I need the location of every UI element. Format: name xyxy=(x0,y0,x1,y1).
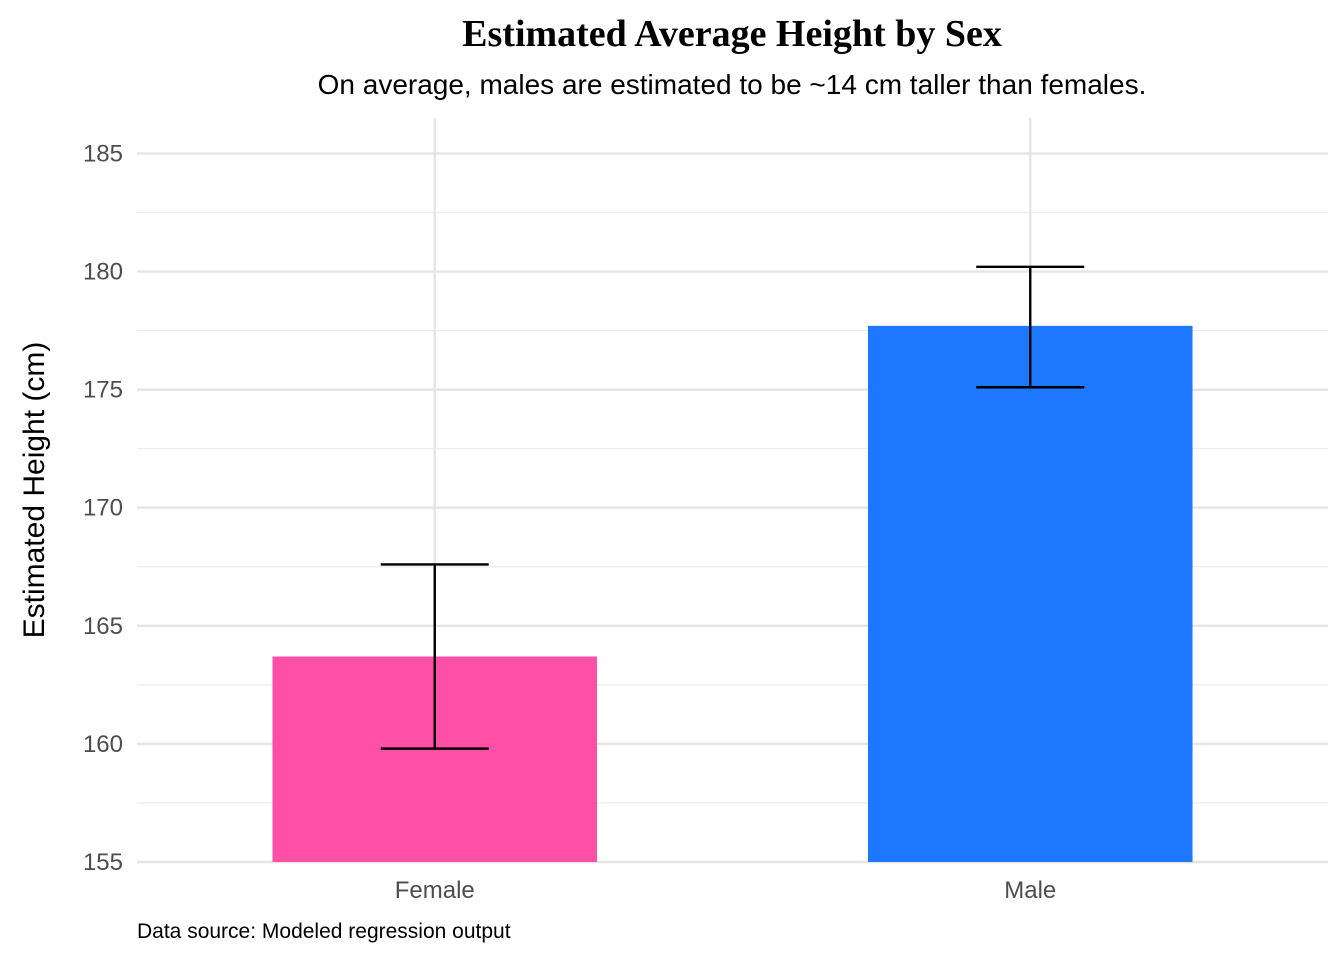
y-axis-label: Estimated Height (cm) xyxy=(18,342,51,639)
y-tick-label: 170 xyxy=(83,495,123,522)
y-tick-label: 155 xyxy=(83,849,123,876)
y-tick-label: 185 xyxy=(83,140,123,167)
bar-male xyxy=(867,325,1193,862)
tick-layer: 155 160 165 170 175 180 185 Female Male xyxy=(83,140,1056,904)
x-tick-label: Female xyxy=(395,877,475,904)
x-tick-label: Male xyxy=(1004,877,1056,904)
errorbar-layer xyxy=(380,265,1085,750)
chart-subtitle: On average, males are estimated to be ~1… xyxy=(318,69,1147,100)
y-tick-label: 165 xyxy=(83,613,123,640)
y-tick-label: 180 xyxy=(83,259,123,286)
y-tick-label: 160 xyxy=(83,731,123,758)
chart-title: Estimated Average Height by Sex xyxy=(462,13,1002,55)
bar-layer xyxy=(272,325,1193,862)
chart-caption: Data source: Modeled regression output xyxy=(137,920,511,943)
y-tick-label: 175 xyxy=(83,377,123,404)
